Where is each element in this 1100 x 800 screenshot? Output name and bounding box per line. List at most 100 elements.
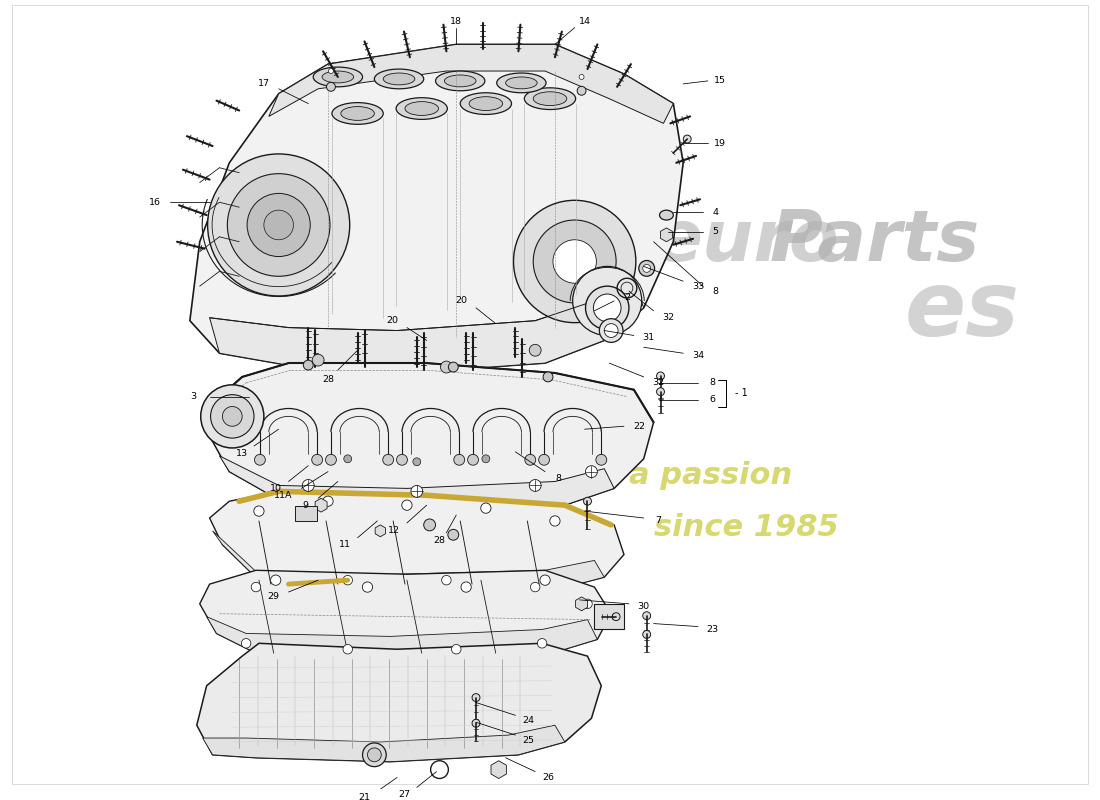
Polygon shape (207, 617, 597, 659)
Text: 27: 27 (398, 790, 410, 798)
Text: 29: 29 (267, 593, 279, 602)
Circle shape (529, 479, 541, 491)
Ellipse shape (444, 75, 476, 87)
Ellipse shape (314, 67, 363, 87)
Circle shape (553, 240, 596, 283)
Circle shape (583, 599, 592, 609)
Polygon shape (200, 570, 612, 659)
Circle shape (583, 498, 592, 505)
Circle shape (451, 645, 461, 654)
Ellipse shape (436, 71, 485, 90)
Circle shape (534, 220, 616, 303)
Ellipse shape (497, 73, 546, 93)
Circle shape (461, 582, 471, 592)
Ellipse shape (322, 71, 354, 83)
Circle shape (550, 516, 560, 526)
Circle shape (585, 466, 597, 478)
Circle shape (442, 575, 451, 585)
Text: 33: 33 (692, 282, 704, 290)
Ellipse shape (341, 106, 374, 120)
Text: 28: 28 (433, 536, 446, 545)
Polygon shape (190, 45, 683, 373)
Text: 8: 8 (713, 286, 718, 295)
Text: 32: 32 (652, 378, 664, 387)
Circle shape (210, 394, 254, 438)
Circle shape (397, 454, 407, 466)
Circle shape (326, 454, 337, 466)
Text: 13: 13 (236, 450, 249, 458)
Ellipse shape (525, 88, 575, 110)
Circle shape (639, 261, 654, 276)
Circle shape (468, 454, 478, 466)
Polygon shape (197, 643, 602, 762)
Circle shape (657, 372, 664, 380)
Circle shape (362, 582, 373, 592)
Text: 20: 20 (386, 316, 398, 325)
Circle shape (271, 575, 281, 586)
Circle shape (208, 154, 350, 296)
Text: 7: 7 (656, 517, 661, 526)
Circle shape (264, 210, 294, 240)
Circle shape (530, 582, 540, 592)
Polygon shape (220, 456, 614, 511)
Text: a passion: a passion (629, 461, 792, 490)
Ellipse shape (460, 93, 512, 114)
Text: 28: 28 (322, 375, 334, 384)
Text: 3: 3 (190, 392, 196, 401)
Circle shape (241, 638, 251, 648)
Circle shape (412, 458, 420, 466)
Circle shape (448, 530, 459, 540)
Text: 31: 31 (642, 333, 654, 342)
Polygon shape (210, 491, 624, 594)
Circle shape (543, 372, 553, 382)
Circle shape (228, 174, 330, 276)
Polygon shape (660, 228, 672, 242)
Circle shape (304, 360, 313, 370)
Circle shape (538, 638, 547, 648)
Text: Parts: Parts (769, 207, 979, 276)
Text: es: es (905, 267, 1020, 355)
Polygon shape (375, 525, 385, 537)
Circle shape (613, 613, 620, 621)
Polygon shape (491, 761, 506, 778)
Text: 25: 25 (522, 735, 535, 745)
Text: 5: 5 (713, 227, 718, 236)
Circle shape (642, 265, 650, 272)
Circle shape (600, 318, 623, 342)
Circle shape (329, 69, 333, 74)
Text: 26: 26 (542, 773, 554, 782)
Text: 24: 24 (522, 716, 535, 725)
Circle shape (449, 362, 459, 372)
Circle shape (481, 503, 491, 514)
Polygon shape (210, 363, 653, 511)
Circle shape (383, 454, 394, 466)
Polygon shape (594, 604, 624, 630)
Text: 22: 22 (632, 422, 645, 430)
Circle shape (343, 645, 352, 654)
Ellipse shape (405, 102, 439, 115)
Text: 2: 2 (624, 294, 630, 302)
Text: 14: 14 (579, 18, 591, 26)
Circle shape (593, 294, 622, 322)
Circle shape (642, 630, 650, 638)
Ellipse shape (332, 102, 383, 124)
Polygon shape (268, 45, 673, 123)
Ellipse shape (469, 97, 503, 110)
Circle shape (514, 200, 636, 322)
Polygon shape (212, 531, 604, 594)
Circle shape (200, 385, 264, 448)
Circle shape (254, 506, 264, 516)
Circle shape (525, 454, 536, 466)
Circle shape (539, 454, 550, 466)
Text: 11A: 11A (274, 491, 293, 500)
Text: euro: euro (653, 207, 839, 276)
Circle shape (596, 454, 607, 466)
Text: 9: 9 (302, 501, 308, 510)
Circle shape (363, 743, 386, 766)
Circle shape (327, 82, 336, 91)
Circle shape (578, 86, 586, 95)
Circle shape (222, 406, 242, 426)
Text: 21: 21 (359, 793, 371, 800)
Bar (296, 506, 317, 521)
Circle shape (367, 748, 382, 762)
